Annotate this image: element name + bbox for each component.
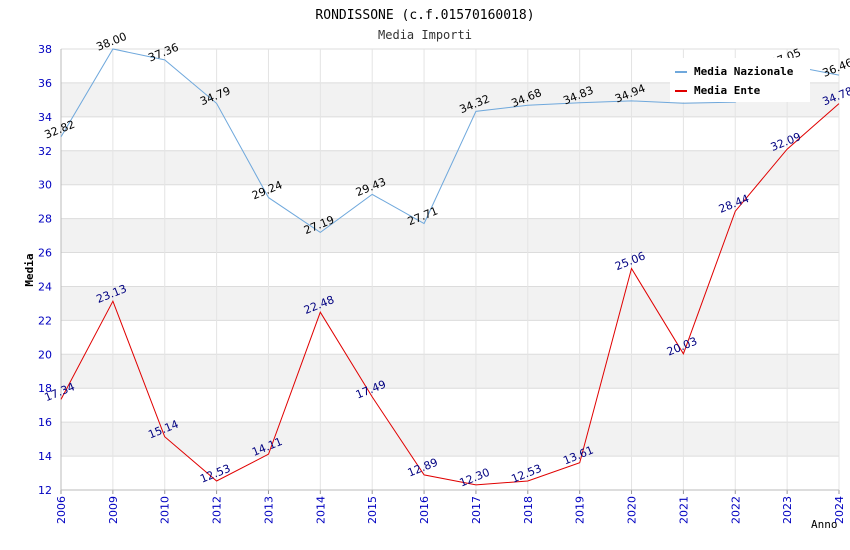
legend: Media Nazionale Media Ente — [670, 58, 810, 102]
y-tick-label: 14 — [38, 450, 52, 463]
chart-title: RONDISSONE (c.f.01570160018) — [315, 8, 534, 23]
x-tick-label: 2021 — [677, 496, 690, 524]
legend-label-ente: Media Ente — [694, 84, 761, 97]
y-tick-label: 32 — [38, 145, 52, 158]
x-tick-labels: 2006 2009 2010 2012 2013 2014 2015 2016 2017 2018… — [55, 496, 846, 524]
y-tick-label: 24 — [38, 280, 52, 293]
series-line-ente — [60, 103, 840, 486]
chart-subtitle: Media Importi — [378, 28, 472, 42]
y-tick-label: 36 — [38, 77, 52, 90]
y-axis-label: Media — [23, 253, 36, 286]
x-tick-label: 2015 — [366, 496, 379, 524]
plot-band — [61, 320, 839, 355]
axes — [60, 49, 840, 494]
y-tick-label: 22 — [38, 314, 52, 327]
y-tick-label: 26 — [38, 247, 52, 260]
legend-label-nazionale: Media Nazionale — [694, 65, 794, 78]
x-tick-label: 2023 — [781, 496, 794, 524]
x-tick-label: 2016 — [418, 496, 431, 524]
x-tick-label: 2009 — [107, 496, 120, 524]
plot-band — [61, 252, 839, 287]
plot-band — [61, 286, 839, 321]
grid-lines — [60, 48, 840, 491]
plot-band — [61, 388, 839, 423]
plot-band — [61, 422, 839, 457]
x-tick-label: 2020 — [626, 496, 639, 524]
y-tick-label: 28 — [38, 213, 52, 226]
y-tick-label: 38 — [38, 43, 52, 56]
plot-band — [61, 116, 839, 151]
x-tick-label: 2012 — [211, 496, 224, 524]
plot-band — [61, 456, 839, 490]
x-axis-label: Anno — [811, 518, 838, 531]
x-tick-label: 2018 — [522, 496, 535, 524]
series-lines — [60, 48, 840, 486]
legend-box — [670, 58, 810, 102]
x-tick-label: 2024 — [833, 496, 846, 524]
x-tick-label: 2022 — [729, 496, 742, 524]
y-tick-labels: 12 14 16 18 20 22 24 26 28 30 32 34 36 38 — [38, 43, 52, 497]
x-tick-label: 2010 — [159, 496, 172, 524]
y-tick-label: 20 — [38, 348, 52, 361]
plot-band — [61, 184, 839, 219]
series-line-nazionale — [60, 48, 840, 234]
y-tick-label: 12 — [38, 484, 52, 497]
x-tick-label: 2019 — [574, 496, 587, 524]
y-tick-label: 16 — [38, 416, 52, 429]
x-tick-label: 2006 — [55, 496, 68, 524]
y-tick-label: 30 — [38, 179, 52, 192]
x-tick-label: 2014 — [314, 496, 327, 524]
y-tick-label: 34 — [38, 111, 52, 124]
x-tick-label: 2013 — [262, 496, 275, 524]
plot-band — [61, 354, 839, 389]
y-tick-label: 18 — [38, 382, 52, 395]
plot-band — [61, 218, 839, 253]
x-tick-label: 2017 — [470, 496, 483, 524]
